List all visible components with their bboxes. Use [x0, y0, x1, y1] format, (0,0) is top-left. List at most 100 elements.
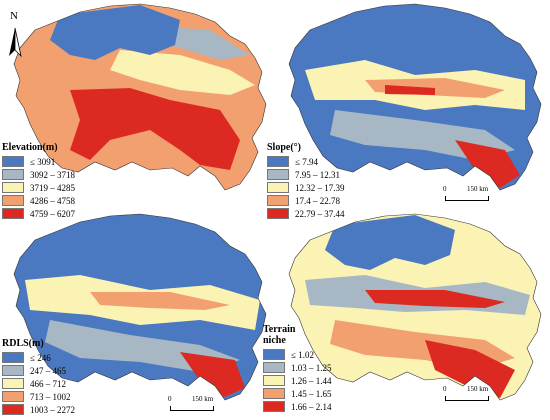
legend-swatch	[267, 208, 289, 219]
rdls-patch-c	[90, 292, 230, 310]
legend-item: 1003 – 2272	[2, 403, 75, 416]
legend-label: 4286 – 4758	[30, 195, 75, 206]
scale-km-label: 150 km	[467, 385, 489, 393]
legend-label: ≤ 3091	[30, 156, 56, 167]
scale-zero-label: 0	[168, 395, 172, 403]
legend-swatch	[267, 195, 289, 206]
legend-item: 1.66 – 2.14	[263, 400, 332, 413]
legend-label: 1.03 – 1.25	[291, 362, 332, 373]
legend-swatch	[263, 388, 285, 399]
scale-zero-label: 0	[443, 385, 447, 393]
terrain-niche-panel: Terrain niche ≤ 1.02 1.03 – 1.25 1.26 – …	[263, 210, 550, 420]
legend-label: 713 – 1002	[30, 391, 71, 402]
legend-item: 247 – 465	[2, 364, 75, 377]
legend-swatch	[263, 401, 285, 412]
scale-km-label: 150 km	[192, 395, 214, 403]
slope-panel: Slope(°) ≤ 7.94 7.95 – 12.31 12.32 – 17.…	[267, 0, 550, 219]
elevation-patch-high	[70, 88, 240, 170]
legend-item: 466 – 712	[2, 377, 75, 390]
legend-item: ≤ 1.02	[263, 348, 332, 361]
north-arrow-icon	[9, 27, 22, 58]
legend-swatch	[2, 169, 24, 180]
legend-swatch	[2, 195, 24, 206]
legend-item: 713 – 1002	[2, 390, 75, 403]
legend-title: RDLS(m)	[2, 338, 44, 349]
niche-patch-c	[365, 290, 505, 308]
legend-title: Slope(°)	[267, 142, 301, 153]
scale-bar-line	[445, 196, 489, 201]
niche-patch-d	[425, 340, 515, 398]
legend-swatch	[2, 378, 24, 389]
niche-patch-low	[325, 215, 455, 270]
legend-item: 3719 – 4285	[2, 181, 75, 194]
legend-item: 4286 – 4758	[2, 194, 75, 207]
slope-patch-d	[455, 140, 520, 188]
rdls-panel: RDLS(m) ≤ 246 247 – 465 466 – 712 713 – …	[0, 210, 275, 420]
rdls-legend: RDLS(m) ≤ 246 247 – 465 466 – 712 713 – …	[2, 338, 75, 416]
scale-bar: 0 150 km	[443, 185, 523, 207]
legend-label: 247 – 465	[30, 365, 66, 376]
legend-label: 1.66 – 2.14	[291, 401, 332, 412]
north-label: N	[10, 10, 18, 22]
slope-map	[288, 3, 542, 191]
legend-swatch	[267, 156, 289, 167]
legend-label: 7.95 – 12.31	[295, 169, 340, 180]
legend-item: 17.4 – 22.78	[267, 194, 345, 207]
legend-swatch	[2, 352, 24, 363]
legend-label: 1.45 – 1.65	[291, 388, 332, 399]
legend-swatch	[2, 182, 24, 193]
legend-label: 1003 – 2272	[30, 404, 75, 415]
slope-patch-e	[385, 85, 435, 95]
legend-item: 12.32 – 17.39	[267, 181, 345, 194]
legend-swatch	[2, 404, 24, 415]
elevation-patch-mid	[110, 50, 255, 95]
scale-zero-label: 0	[443, 185, 447, 193]
legend-label: 22.79 – 37.44	[295, 208, 345, 219]
legend-item: 4759 – 6207	[2, 207, 75, 220]
legend-swatch	[2, 156, 24, 167]
legend-label: ≤ 7.94	[295, 156, 318, 167]
legend-item: ≤ 3091	[2, 155, 75, 168]
rdls-map	[13, 213, 267, 401]
scale-bar: 0 150 km	[443, 385, 523, 407]
legend-item: 7.95 – 12.31	[267, 168, 345, 181]
legend-item: 3092 – 3718	[2, 168, 75, 181]
elevation-legend: Elevation(m) ≤ 3091 3092 – 3718 3719 – 4…	[2, 142, 75, 220]
legend-label: 466 – 712	[30, 378, 66, 389]
legend-swatch	[267, 182, 289, 193]
legend-item: ≤ 246	[2, 351, 75, 364]
rdls-patch-d	[180, 352, 245, 398]
terrain-niche-map	[288, 213, 542, 401]
terrain-niche-legend: Terrain niche ≤ 1.02 1.03 – 1.25 1.26 – …	[263, 324, 332, 413]
legend-item: 1.03 – 1.25	[263, 361, 332, 374]
legend-swatch	[267, 169, 289, 180]
legend-title: Terrain niche	[263, 324, 296, 346]
scale-bar-line	[170, 406, 214, 411]
legend-swatch	[263, 362, 285, 373]
legend-label: ≤ 1.02	[291, 349, 314, 360]
slope-legend: Slope(°) ≤ 7.94 7.95 – 12.31 12.32 – 17.…	[267, 142, 345, 220]
legend-label: 4759 – 6207	[30, 208, 75, 219]
legend-label: 12.32 – 17.39	[295, 182, 345, 193]
legend-swatch	[263, 375, 285, 386]
legend-item: ≤ 7.94	[267, 155, 345, 168]
legend-swatch	[2, 365, 24, 376]
elevation-map	[13, 3, 267, 191]
legend-swatch	[2, 391, 24, 402]
legend-label: ≤ 246	[30, 352, 51, 363]
legend-label: 3092 – 3718	[30, 169, 75, 180]
scale-km-label: 150 km	[467, 185, 489, 193]
elevation-patch-low	[50, 5, 180, 60]
scale-bar-line	[445, 396, 489, 401]
legend-swatch	[263, 349, 285, 360]
legend-item: 1.26 – 1.44	[263, 374, 332, 387]
legend-label: 3719 – 4285	[30, 182, 75, 193]
scale-bar: 0 150 km	[168, 395, 248, 417]
legend-title: Elevation(m)	[2, 142, 58, 153]
elevation-panel: N Elevation(m) ≤ 3091 3092 – 3718 3719 –…	[0, 0, 275, 219]
legend-label: 17.4 – 22.78	[295, 195, 340, 206]
legend-label: 1.26 – 1.44	[291, 375, 332, 386]
legend-item: 22.79 – 37.44	[267, 207, 345, 220]
legend-item: 1.45 – 1.65	[263, 387, 332, 400]
legend-swatch	[2, 208, 24, 219]
